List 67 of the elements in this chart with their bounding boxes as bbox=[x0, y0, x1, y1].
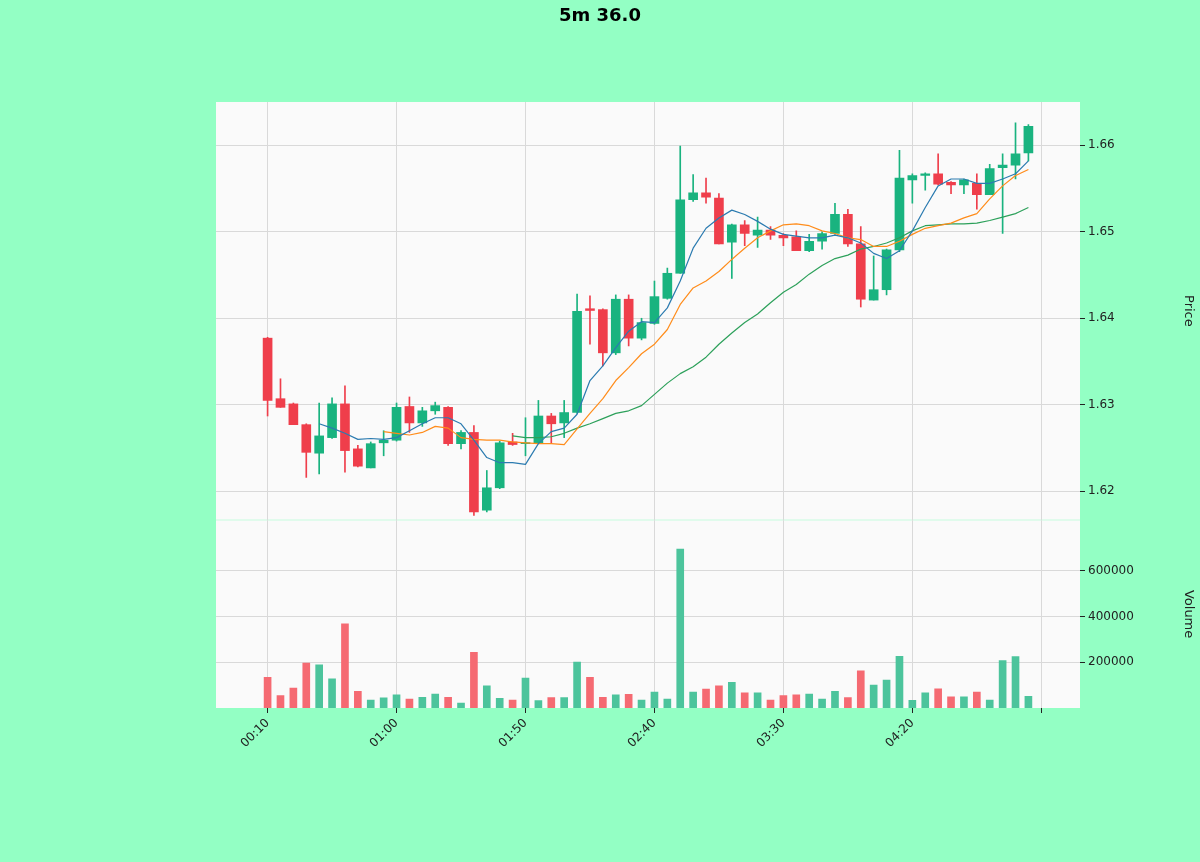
bar bbox=[947, 696, 955, 708]
bar bbox=[792, 694, 801, 708]
bar bbox=[728, 682, 736, 708]
bar bbox=[573, 661, 581, 708]
bar bbox=[418, 696, 427, 708]
bar bbox=[715, 685, 723, 708]
bar bbox=[973, 691, 981, 708]
bar bbox=[431, 693, 440, 708]
bar bbox=[779, 695, 788, 708]
bar bbox=[1024, 695, 1033, 708]
bar bbox=[599, 696, 607, 708]
bar bbox=[998, 660, 1007, 708]
y-tick-label: 1.66 bbox=[1088, 137, 1115, 152]
bar bbox=[289, 687, 298, 708]
bar bbox=[534, 700, 543, 708]
bar bbox=[985, 699, 994, 708]
candlestick bbox=[920, 172, 931, 191]
bar bbox=[354, 690, 362, 708]
y-tick-label: 200000 bbox=[1088, 654, 1134, 669]
bar bbox=[586, 676, 594, 708]
bar bbox=[908, 699, 917, 708]
y-tick-label: 400000 bbox=[1088, 608, 1134, 623]
bar bbox=[702, 688, 710, 708]
bar bbox=[844, 697, 852, 708]
bar bbox=[818, 698, 826, 708]
bar bbox=[856, 670, 865, 708]
bar bbox=[457, 702, 465, 708]
bar bbox=[521, 677, 530, 708]
y-tick-label: 1.63 bbox=[1088, 396, 1115, 411]
bar bbox=[302, 662, 311, 708]
y-tick-label: 1.64 bbox=[1088, 310, 1115, 325]
bar bbox=[689, 691, 697, 708]
bar bbox=[444, 696, 452, 708]
bar bbox=[470, 652, 478, 708]
candlestick bbox=[701, 177, 711, 204]
bar bbox=[495, 698, 504, 708]
bar bbox=[676, 548, 685, 708]
bar bbox=[895, 655, 904, 708]
bar bbox=[740, 692, 749, 708]
bar bbox=[547, 697, 556, 708]
bar bbox=[263, 676, 272, 708]
candlestick bbox=[946, 181, 956, 195]
bar bbox=[366, 699, 375, 708]
bar bbox=[831, 690, 839, 708]
y-axis-title: Volume bbox=[1181, 589, 1197, 639]
bar bbox=[560, 697, 569, 708]
bar bbox=[960, 696, 968, 708]
bar bbox=[805, 693, 814, 708]
bar bbox=[624, 693, 633, 708]
bar bbox=[1011, 656, 1020, 708]
y-tick-label: 1.65 bbox=[1088, 223, 1115, 238]
bar bbox=[482, 685, 491, 708]
y-axis-title: Price bbox=[1181, 295, 1197, 327]
bar bbox=[611, 694, 620, 708]
bar bbox=[882, 679, 891, 708]
bar bbox=[276, 695, 285, 708]
chart-title: 5m 36.0 bbox=[558, 4, 642, 25]
bar bbox=[921, 692, 930, 708]
bar bbox=[869, 684, 878, 708]
bar bbox=[315, 664, 323, 708]
bar bbox=[934, 688, 942, 708]
bar bbox=[328, 678, 336, 708]
y-tick-label: 600000 bbox=[1088, 562, 1134, 577]
bar bbox=[650, 691, 659, 708]
bar bbox=[341, 623, 349, 708]
y-tick-label: 1.62 bbox=[1088, 483, 1115, 498]
candlestick bbox=[585, 295, 595, 345]
